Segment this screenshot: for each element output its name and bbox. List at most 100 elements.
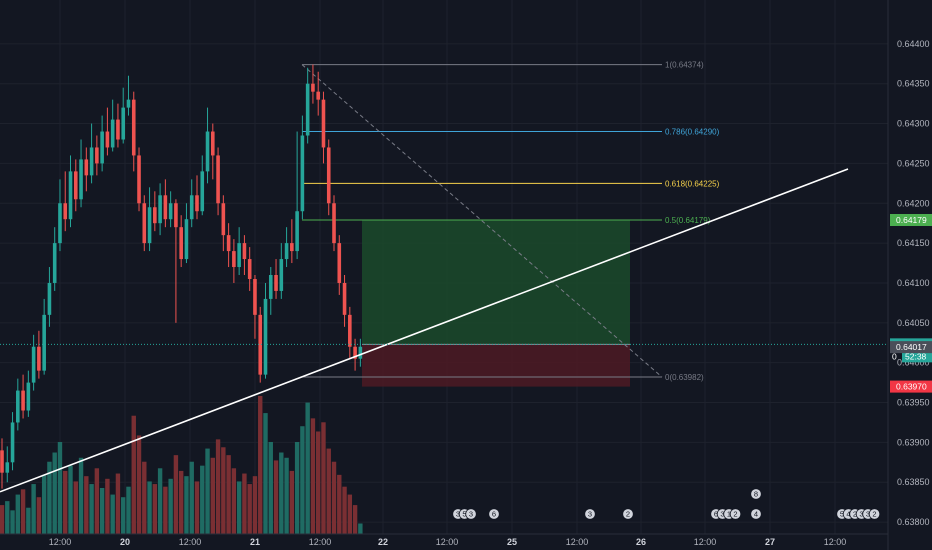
price-axis-label: 0.64400: [897, 39, 930, 49]
entry-price-tag-bg: [890, 341, 932, 354]
candle-body: [232, 251, 236, 268]
profit-zone: [362, 220, 630, 345]
volume-bar: [57, 442, 63, 534]
event-group-6-top-count: 8: [754, 490, 758, 499]
volume-bar: [163, 486, 168, 534]
candle-body: [237, 243, 241, 268]
price-axis-background: [888, 0, 932, 550]
candle-body: [258, 314, 263, 375]
economic-events[interactable]: 3 5 3 6 3 2 6 3 1 2 485 4 2 3 3 2: [452, 488, 881, 520]
volume-bar: [152, 484, 158, 534]
time-axis-label: 12:00: [566, 537, 589, 547]
candle-body: [284, 243, 289, 260]
volume-bar: [205, 448, 210, 534]
volume-bar: [258, 396, 263, 534]
candle-body: [226, 235, 231, 252]
candle-body: [253, 278, 257, 315]
volume-bar: [215, 439, 221, 534]
fib-trend-line: [301, 64, 663, 378]
volume-bar: [221, 447, 226, 534]
event-group-6-count: 4: [754, 510, 758, 519]
candle-body: [332, 203, 336, 244]
candle-body: [174, 203, 178, 228]
fibonacci-retracement[interactable]: 1(0.64374) 0.786(0.64290) 0.618(0.64225) 0.…: [301, 61, 720, 382]
volume-bar: [252, 476, 258, 534]
price-axis-label: 0.64300: [897, 119, 930, 129]
trendline[interactable]: [0, 168, 849, 493]
fib-level-label: 1(0.64374): [665, 61, 704, 70]
price-axis[interactable]: 0.64400 0.64350 0.64300 0.64250 0.64200 0.641…: [887, 0, 932, 550]
volume-bar: [10, 510, 15, 534]
candles: [0, 64, 363, 489]
volume-bar: [210, 457, 215, 534]
event-group-3-count: 3: [588, 510, 592, 519]
time-axis-label: 21: [250, 537, 260, 547]
volume-bar: [89, 484, 94, 534]
volume-bar: [36, 497, 42, 534]
candle-body: [179, 227, 183, 260]
event-group-7-count: 3: [859, 510, 863, 519]
time-axis[interactable]: 12:00 20 12:00 21 12:00 22 12:00 25 12:00 26 12:00…: [0, 533, 888, 547]
time-axis-label: 12:00: [179, 537, 202, 547]
candle-body: [263, 298, 268, 375]
volume-bar: [236, 481, 242, 534]
candle-body: [21, 390, 25, 411]
volume-bar: [289, 470, 295, 534]
candle-body: [37, 346, 41, 371]
volume-bar: [126, 486, 131, 534]
candle-body: [116, 119, 120, 140]
candle-body: [142, 203, 147, 244]
volume-bar: [63, 470, 68, 534]
volume-bar: [279, 452, 284, 534]
event-group-7-count: 3: [866, 510, 870, 519]
time-axis-label: 12:00: [694, 537, 717, 547]
volume-bar: [94, 468, 100, 534]
event-group-5-count: 6: [714, 510, 718, 519]
event-group-3-badge: [584, 508, 596, 520]
price-axis-label: 0.63900: [897, 437, 930, 447]
candle-body: [153, 207, 157, 224]
event-group-2-badge: [488, 508, 500, 520]
candle-body: [63, 203, 68, 220]
candle-body: [100, 131, 104, 164]
candle-body: [137, 155, 141, 204]
price-axis-label: 0.63950: [897, 398, 930, 408]
volume-bar: [326, 448, 331, 534]
event-group-7-count: 2: [853, 510, 857, 519]
candle-body: [42, 314, 46, 371]
candle-body: [52, 243, 57, 283]
event-group-7-badge: [868, 508, 881, 520]
volume-bar: [15, 494, 21, 534]
volume-bar: [310, 418, 316, 534]
candle-body: [47, 282, 52, 315]
volume-bar: [47, 461, 52, 534]
price-axis-label: 0.63850: [897, 477, 930, 487]
volume-bar: [273, 460, 279, 534]
volume-bars: [0, 396, 363, 534]
volume-bar: [268, 442, 273, 534]
entry-price-tag: 0.64017: [896, 342, 927, 352]
volume-bar: [73, 481, 78, 534]
candle-body: [195, 195, 199, 212]
volume-bar: [194, 481, 200, 534]
price-axis-label: 0.63800: [897, 517, 930, 527]
volume-bar: [131, 415, 136, 534]
fib-level-label: 0.618(0.64225): [665, 179, 720, 188]
time-axis-label: 27: [765, 537, 775, 547]
candle-body: [79, 159, 83, 200]
candle-body: [26, 382, 31, 411]
volume-bar: [352, 505, 358, 534]
candle-body: [348, 314, 352, 347]
volume-bar: [105, 478, 110, 534]
candle-body: [205, 131, 210, 172]
volume-bar: [173, 455, 179, 534]
long-position-tool[interactable]: [362, 220, 630, 387]
candle-body: [84, 159, 89, 176]
candle-body: [110, 119, 115, 148]
candle-body: [221, 203, 226, 236]
candle-body: [5, 462, 10, 473]
stop-price-tag: 0.63970: [896, 382, 927, 392]
candle-body: [158, 195, 162, 224]
